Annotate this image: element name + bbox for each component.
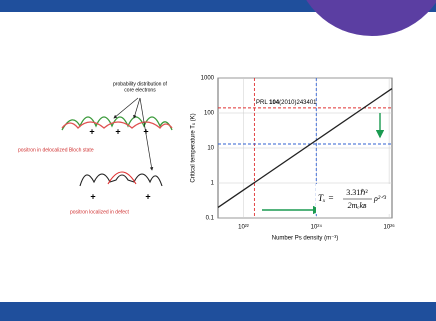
plus: + (90, 191, 95, 201)
formula: ρ²ᐟ³ (373, 194, 387, 203)
page: {"diagram":{"electron_label":["probabili… (0, 0, 436, 321)
formula: 2mₑkʙ (348, 201, 367, 210)
formula: Tₓ = (318, 193, 334, 203)
y-tick-label: 10 (207, 146, 214, 152)
y-tick-label: 0.1 (206, 216, 215, 222)
formula: 3.31ℏ² (346, 188, 368, 197)
label: positron localized in defect (70, 209, 130, 215)
y-tick-label: 1000 (201, 76, 215, 82)
label: core electrons (124, 87, 156, 93)
y-axis-label: Critical temperature Tₓ (K) (191, 113, 197, 182)
x-tick-label: 10²⁴ (311, 224, 323, 231)
x-tick-label: 10²² (238, 225, 249, 231)
x-axis-label: Number Ps density (m⁻³) (272, 236, 339, 242)
annotation: PRL 104(2010)243401 (256, 100, 317, 106)
slide: probability distribution of core electro… (0, 0, 436, 321)
plus: + (143, 126, 148, 136)
x-tick-label: 10²⁶ (384, 224, 396, 231)
y-tick-label: 100 (204, 111, 215, 117)
label: positron in delocalized Bloch state (18, 147, 94, 153)
plus: + (145, 191, 150, 201)
plus: + (115, 126, 120, 136)
plus: + (89, 126, 94, 136)
annotation-part: (2010)243401 (279, 100, 317, 106)
annotation-part: PRL (256, 100, 269, 106)
